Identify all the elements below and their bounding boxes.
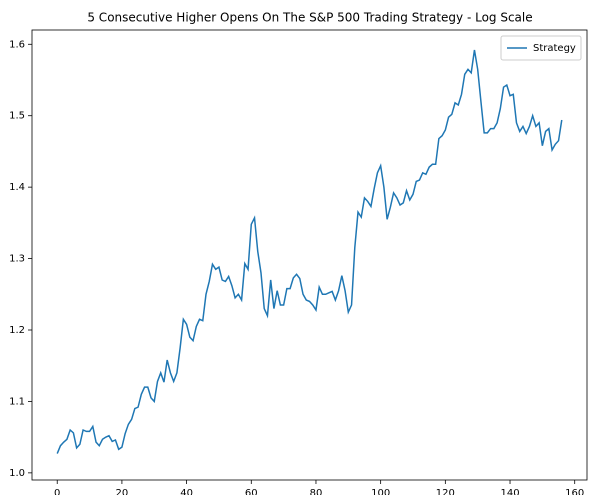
x-tick-label: 100 xyxy=(371,488,390,495)
x-tick-label: 60 xyxy=(245,488,258,495)
x-tick-label: 120 xyxy=(436,488,455,495)
y-tick-label: 1.0 xyxy=(9,468,25,479)
x-tick-label: 0 xyxy=(54,488,60,495)
x-tick-label: 160 xyxy=(565,488,584,495)
legend-box xyxy=(500,35,582,61)
y-tick-label: 1.3 xyxy=(9,254,25,265)
x-tick-label: 20 xyxy=(116,488,129,495)
axes-frame xyxy=(31,29,588,481)
y-tick-label: 1.5 xyxy=(9,111,25,122)
x-tick-label: 140 xyxy=(500,488,519,495)
y-tick-label: 1.4 xyxy=(9,182,25,193)
y-tick-label: 1.6 xyxy=(9,39,25,50)
x-tick-label: 40 xyxy=(180,488,193,495)
y-tick-label: 1.2 xyxy=(9,325,25,336)
y-tick-label: 1.1 xyxy=(9,396,25,407)
line-series xyxy=(56,49,563,454)
legend-label: Strategy xyxy=(533,43,576,54)
chart-title: 5 Consecutive Higher Opens On The S&P 50… xyxy=(87,11,532,25)
x-tick-label: 80 xyxy=(310,488,323,495)
